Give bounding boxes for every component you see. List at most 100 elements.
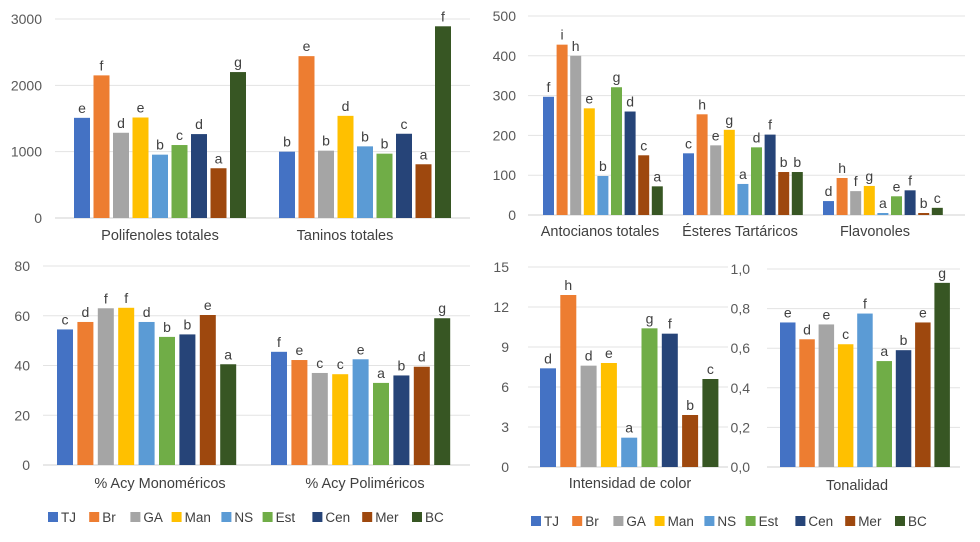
legend-swatch <box>412 512 422 522</box>
significance-letter: b <box>322 133 330 149</box>
y-tick-label: 6 <box>501 379 509 395</box>
y-tick-label: 12 <box>493 299 509 315</box>
bar-mer <box>915 322 931 467</box>
bar-man <box>118 307 135 465</box>
y-tick-label: 60 <box>14 308 30 324</box>
significance-letter: f <box>547 79 551 95</box>
legend-label: Br <box>102 510 116 525</box>
significance-letter: c <box>62 311 69 327</box>
legend-label: NS <box>234 510 253 525</box>
significance-letter: c <box>934 190 941 206</box>
bar-tj <box>543 96 554 215</box>
significance-letter: b <box>780 154 788 170</box>
bar-cen <box>764 134 776 215</box>
category-label: Tonalidad <box>826 478 888 494</box>
bar-bc <box>435 26 451 219</box>
significance-letter: d <box>195 116 203 132</box>
legend-swatch <box>312 512 323 522</box>
bar-man <box>337 115 354 218</box>
significance-letter: f <box>124 290 128 306</box>
significance-letter: d <box>585 348 593 364</box>
significance-letter: c <box>685 135 692 151</box>
legend-swatch <box>221 512 232 522</box>
bar-tj <box>57 329 73 465</box>
significance-letter: e <box>784 304 792 320</box>
bar-cen <box>179 334 196 465</box>
significance-letter: f <box>100 57 104 73</box>
legend-swatch <box>795 516 806 526</box>
significance-letter: g <box>646 310 654 326</box>
bar-tj <box>823 201 834 215</box>
y-tick-label: 0,0 <box>731 459 751 475</box>
bar-bc <box>934 282 950 467</box>
bar-ns <box>357 146 373 218</box>
bar-tj <box>540 368 556 467</box>
significance-letter: e <box>357 341 365 357</box>
bar-ns <box>352 359 369 465</box>
legend-swatch <box>48 512 58 522</box>
bar-tj <box>780 322 796 467</box>
significance-letter: d <box>626 94 634 110</box>
significance-letter: f <box>668 316 672 332</box>
bar-ga <box>570 55 582 215</box>
bar-cen <box>904 190 916 215</box>
y-tick-label: 400 <box>493 48 517 64</box>
bar-est <box>891 196 902 215</box>
significance-letter: i <box>561 27 564 43</box>
bar-br <box>298 56 315 218</box>
bar-man <box>583 108 595 215</box>
significance-letter: e <box>712 127 720 143</box>
significance-letter: g <box>438 300 446 316</box>
bar-tj <box>271 351 287 465</box>
significance-letter: h <box>564 277 572 293</box>
bar-est <box>171 145 188 218</box>
y-tick-label: 20 <box>14 407 30 423</box>
significance-letter: a <box>879 195 887 211</box>
significance-letter: d <box>342 98 350 114</box>
bar-man <box>600 363 617 467</box>
significance-letter: e <box>303 38 311 54</box>
y-tick-label: 0 <box>508 207 516 223</box>
significance-letter: a <box>420 146 428 162</box>
bar-man <box>863 185 875 215</box>
bar-ga <box>580 365 597 467</box>
significance-letter: b <box>686 397 694 413</box>
y-tick-label: 0,4 <box>731 380 751 396</box>
legend-label: BC <box>425 510 444 525</box>
bar-ga <box>710 145 722 215</box>
legend-swatch <box>130 512 141 522</box>
legend-label: BC <box>908 514 927 529</box>
significance-letter: a <box>625 420 633 436</box>
bar-man <box>837 344 854 467</box>
significance-letter: h <box>698 96 706 112</box>
significance-letter: g <box>725 112 733 128</box>
legend-swatch <box>745 516 756 526</box>
bar-ga <box>318 150 334 218</box>
legend-label: NS <box>717 514 736 529</box>
significance-letter: e <box>919 304 927 320</box>
y-tick-label: 0,6 <box>731 340 751 356</box>
bar-br <box>836 177 848 215</box>
y-tick-label: 40 <box>14 358 30 374</box>
bar-est <box>376 153 393 218</box>
significance-letter: c <box>176 127 183 143</box>
y-tick-label: 0,8 <box>731 301 751 317</box>
significance-letter: c <box>316 355 323 371</box>
legend-right: TJ Br GA Man NS Est Cen Mer BC <box>531 514 927 529</box>
y-tick-label: 1000 <box>11 144 42 160</box>
significance-letter: e <box>137 100 145 116</box>
significance-letter: a <box>739 166 747 182</box>
bar-mer <box>778 172 790 215</box>
legend-swatch <box>171 512 182 522</box>
bar-est <box>373 382 389 465</box>
significance-letter: b <box>283 134 291 150</box>
significance-letter: d <box>825 183 833 199</box>
category-label: Polifenoles totales <box>101 228 219 244</box>
significance-letter: h <box>838 160 846 176</box>
bar-man <box>723 129 735 215</box>
y-tick-label: 80 <box>14 258 30 274</box>
bar-ns <box>621 437 638 467</box>
significance-letter: e <box>893 178 901 194</box>
